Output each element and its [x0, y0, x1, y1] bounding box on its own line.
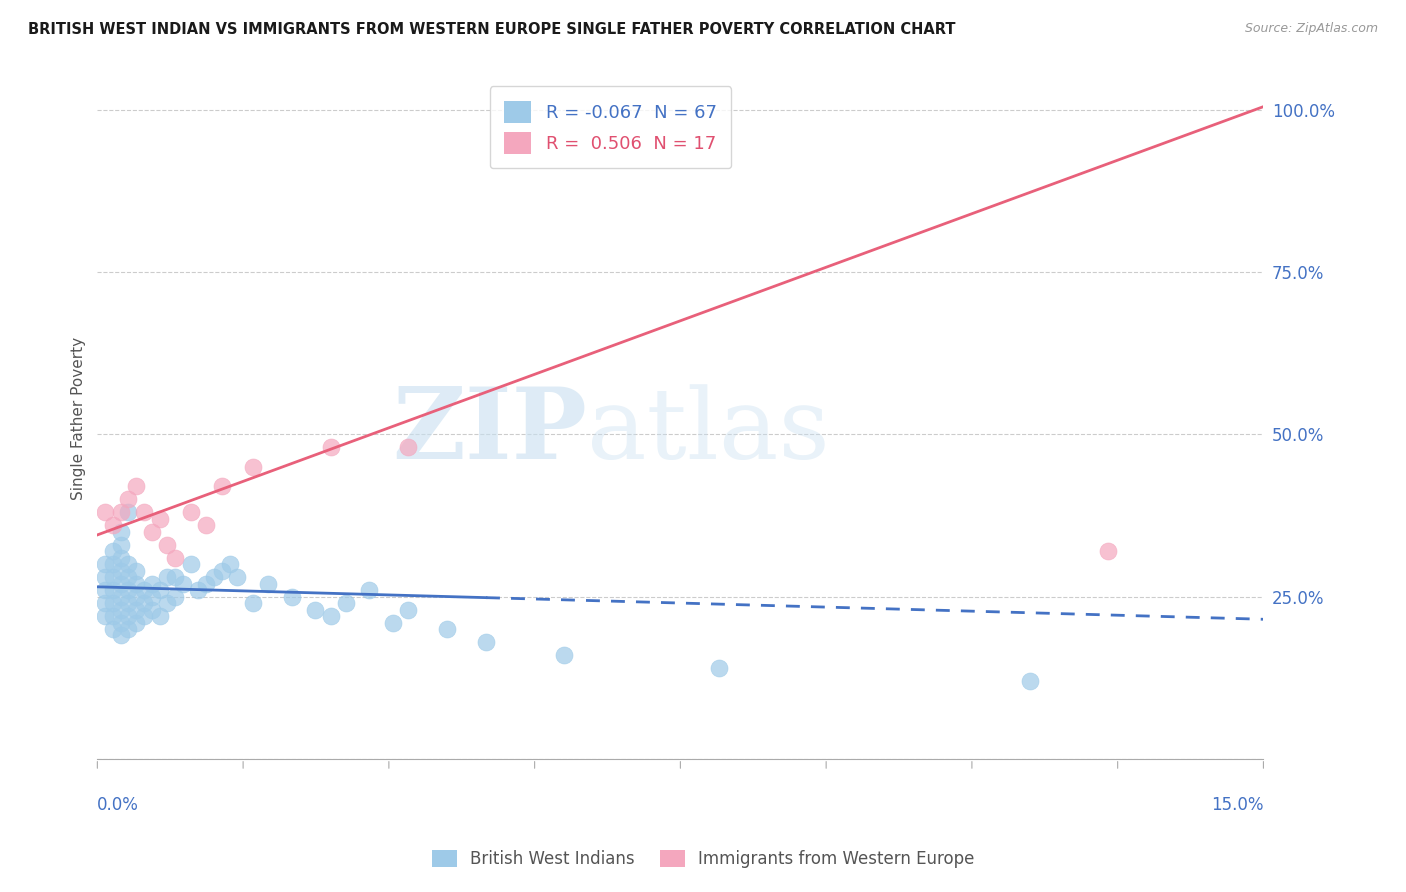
Point [202, 570, 225, 584]
Y-axis label: Single Father Poverty: Single Father Poverty [72, 336, 86, 500]
Point [117, 557, 139, 571]
Point [436, 622, 458, 636]
Point [156, 596, 179, 610]
Point [110, 628, 132, 642]
Point [226, 570, 249, 584]
Text: 15.0%: 15.0% [1211, 797, 1264, 814]
Point [257, 576, 280, 591]
Point [335, 596, 357, 610]
Point [359, 583, 381, 598]
Point [117, 492, 139, 507]
Point [125, 615, 148, 630]
Point [101, 518, 124, 533]
Point [101, 622, 124, 636]
Point [396, 440, 419, 454]
Point [141, 590, 163, 604]
Legend: R = -0.067  N = 67, R =  0.506  N = 17: R = -0.067 N = 67, R = 0.506 N = 17 [489, 87, 731, 169]
Legend: British West Indians, Immigrants from Western Europe: British West Indians, Immigrants from We… [425, 843, 981, 875]
Point [110, 538, 132, 552]
Point [117, 596, 139, 610]
Point [280, 590, 302, 604]
Point [211, 479, 233, 493]
Point [180, 557, 202, 571]
Point [156, 570, 179, 584]
Point [110, 602, 132, 616]
Point [101, 544, 124, 558]
Point [94, 505, 117, 519]
Point [110, 576, 132, 591]
Point [117, 609, 139, 624]
Point [319, 440, 342, 454]
Point [110, 505, 132, 519]
Point [319, 609, 342, 624]
Point [242, 596, 264, 610]
Point [94, 557, 117, 571]
Point [709, 661, 731, 675]
Point [101, 609, 124, 624]
Point [110, 590, 132, 604]
Point [101, 557, 124, 571]
Point [125, 590, 148, 604]
Point [132, 505, 155, 519]
Point [132, 609, 155, 624]
Point [1019, 673, 1042, 688]
Point [117, 505, 139, 519]
Point [94, 596, 117, 610]
Point [381, 615, 404, 630]
Point [125, 564, 148, 578]
Text: Source: ZipAtlas.com: Source: ZipAtlas.com [1244, 22, 1378, 36]
Point [165, 550, 187, 565]
Point [148, 609, 170, 624]
Point [165, 570, 187, 584]
Text: atlas: atlas [588, 384, 830, 480]
Point [165, 590, 187, 604]
Point [117, 622, 139, 636]
Point [396, 602, 419, 616]
Point [110, 615, 132, 630]
Point [195, 518, 218, 533]
Point [195, 576, 218, 591]
Point [475, 635, 498, 649]
Point [180, 505, 202, 519]
Point [117, 570, 139, 584]
Point [125, 576, 148, 591]
Point [148, 511, 170, 525]
Text: BRITISH WEST INDIAN VS IMMIGRANTS FROM WESTERN EUROPE SINGLE FATHER POVERTY CORR: BRITISH WEST INDIAN VS IMMIGRANTS FROM W… [28, 22, 956, 37]
Point [125, 479, 148, 493]
Point [125, 602, 148, 616]
Point [156, 538, 179, 552]
Point [117, 583, 139, 598]
Point [211, 564, 233, 578]
Point [101, 596, 124, 610]
Point [141, 524, 163, 539]
Point [110, 550, 132, 565]
Point [101, 583, 124, 598]
Text: ZIP: ZIP [392, 384, 588, 480]
Point [1097, 544, 1119, 558]
Point [187, 583, 209, 598]
Point [141, 602, 163, 616]
Point [94, 609, 117, 624]
Point [132, 583, 155, 598]
Point [172, 576, 194, 591]
Point [304, 602, 326, 616]
Point [132, 596, 155, 610]
Point [94, 583, 117, 598]
Point [110, 564, 132, 578]
Text: 0.0%: 0.0% [97, 797, 139, 814]
Point [148, 583, 170, 598]
Point [553, 648, 575, 662]
Point [94, 570, 117, 584]
Point [110, 524, 132, 539]
Point [242, 459, 264, 474]
Point [218, 557, 240, 571]
Point [141, 576, 163, 591]
Point [101, 570, 124, 584]
